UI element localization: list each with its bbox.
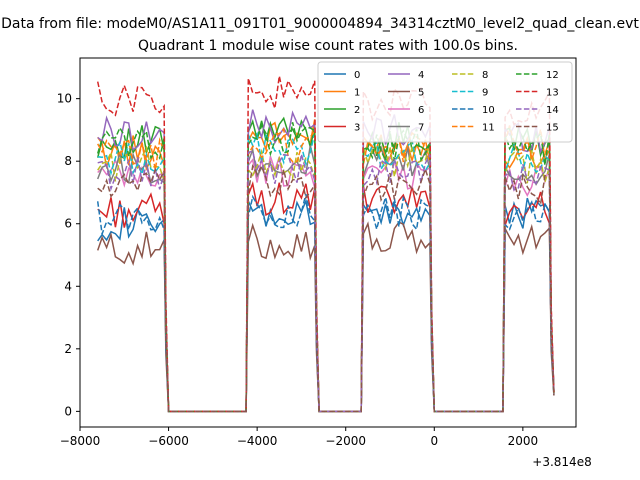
legend-label-14: 14 (546, 105, 559, 116)
legend-frame (317, 61, 573, 143)
legend-label-12: 12 (546, 70, 559, 81)
chart-suptitle: Data from file: modeM0/AS1A11_091T01_900… (1, 16, 639, 32)
legend-label-6: 6 (418, 105, 424, 116)
x-offset-label: +3.814e8 (532, 455, 591, 469)
y-tick-label: 8 (64, 154, 72, 168)
chart-title: Quadrant 1 module wise count rates with … (138, 38, 518, 54)
x-tick-label: −4000 (237, 434, 278, 448)
legend-label-9: 9 (482, 88, 488, 99)
legend-label-10: 10 (482, 105, 495, 116)
legend-label-2: 2 (354, 105, 360, 116)
legend-label-5: 5 (418, 88, 424, 99)
y-axis: 0 2 4 6 8 10 (57, 92, 80, 418)
x-tick-label: −8000 (60, 434, 101, 448)
y-tick-label: 6 (64, 217, 72, 231)
y-tick-label: 4 (64, 279, 72, 293)
legend-label-3: 3 (354, 123, 360, 134)
axes-frame (79, 57, 577, 428)
y-tick-label: 0 (64, 404, 72, 418)
legend-label-1: 1 (354, 88, 360, 99)
y-tick-label: 2 (64, 342, 72, 356)
legend-label-8: 8 (482, 70, 488, 81)
x-tick-label: 2000 (508, 434, 539, 448)
legend-label-15: 15 (546, 123, 559, 134)
legend-label-4: 4 (418, 70, 424, 81)
y-tick-label: 10 (57, 92, 72, 106)
series-line-15 (97, 163, 555, 413)
legend-label-13: 13 (546, 88, 559, 99)
legend-label-0: 0 (354, 70, 360, 81)
x-tick-label: −2000 (325, 434, 366, 448)
legend-label-7: 7 (418, 123, 424, 134)
x-tick-label: −6000 (148, 434, 189, 448)
x-axis: −8000 −6000 −4000 −2000 0 2000 (60, 427, 538, 448)
legend-label-11: 11 (482, 123, 495, 134)
x-tick-label: 0 (430, 434, 438, 448)
